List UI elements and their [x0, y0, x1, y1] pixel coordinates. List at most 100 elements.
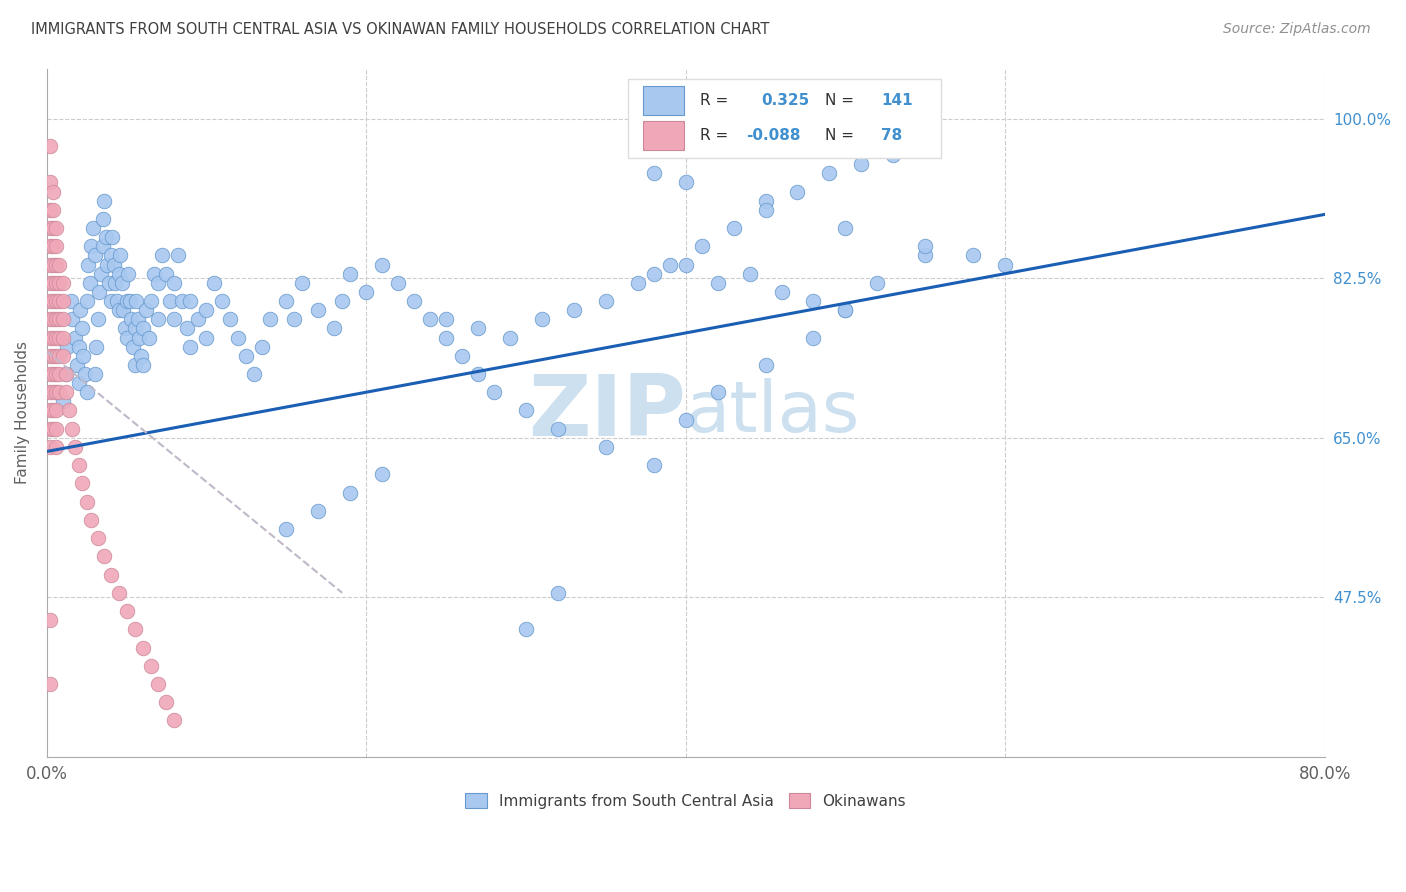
- Point: [48, 312, 70, 326]
- Point: [38, 293, 60, 308]
- Point: [547, 586, 569, 600]
- Point: [77, 258, 100, 272]
- Point: [38, 330, 60, 344]
- Text: N =: N =: [825, 94, 859, 108]
- Point: [914, 129, 936, 144]
- Point: [117, 267, 139, 281]
- Point: [56, 340, 79, 354]
- Point: [65, 440, 87, 454]
- Point: [45, 367, 67, 381]
- Point: [76, 494, 98, 508]
- Text: atlas: atlas: [686, 378, 860, 447]
- Point: [118, 293, 141, 308]
- Point: [690, 239, 713, 253]
- Point: [38, 349, 60, 363]
- Point: [55, 367, 77, 381]
- Point: [38, 403, 60, 417]
- Point: [202, 276, 225, 290]
- Point: [125, 293, 148, 308]
- Point: [38, 276, 60, 290]
- Point: [148, 677, 170, 691]
- Point: [42, 385, 65, 400]
- Point: [83, 367, 105, 381]
- Point: [42, 221, 65, 235]
- Point: [515, 403, 537, 417]
- Point: [93, 194, 115, 208]
- Point: [323, 321, 346, 335]
- Point: [38, 239, 60, 253]
- Point: [55, 367, 77, 381]
- Point: [60, 312, 83, 326]
- Point: [45, 276, 67, 290]
- Point: [42, 367, 65, 381]
- Point: [89, 285, 111, 299]
- Point: [48, 258, 70, 272]
- Point: [339, 267, 361, 281]
- Point: [219, 312, 242, 326]
- Point: [52, 394, 75, 409]
- Point: [786, 185, 808, 199]
- Point: [52, 312, 75, 326]
- Point: [371, 467, 394, 482]
- Text: R =: R =: [700, 128, 733, 143]
- Point: [42, 293, 65, 308]
- Point: [339, 485, 361, 500]
- Point: [404, 293, 426, 308]
- Point: [104, 276, 127, 290]
- Point: [754, 358, 776, 372]
- Text: 78: 78: [882, 128, 903, 143]
- Point: [547, 422, 569, 436]
- Point: [131, 321, 153, 335]
- Point: [643, 267, 665, 281]
- Point: [100, 248, 122, 262]
- Point: [48, 293, 70, 308]
- Point: [101, 230, 124, 244]
- Point: [45, 422, 67, 436]
- Point: [371, 258, 394, 272]
- Point: [115, 604, 138, 618]
- Point: [467, 367, 489, 381]
- Point: [45, 258, 67, 272]
- Point: [69, 303, 91, 318]
- Point: [115, 293, 138, 308]
- Point: [627, 276, 650, 290]
- Point: [834, 303, 856, 318]
- Point: [124, 321, 146, 335]
- Point: [419, 312, 441, 326]
- Point: [45, 330, 67, 344]
- Point: [45, 293, 67, 308]
- Point: [38, 202, 60, 217]
- Point: [90, 267, 112, 281]
- Point: [163, 714, 186, 728]
- Point: [467, 321, 489, 335]
- Point: [82, 221, 104, 235]
- Text: Source: ZipAtlas.com: Source: ZipAtlas.com: [1223, 22, 1371, 37]
- Point: [45, 312, 67, 326]
- Point: [42, 312, 65, 326]
- Point: [754, 194, 776, 208]
- Point: [38, 422, 60, 436]
- Point: [45, 221, 67, 235]
- Point: [38, 367, 60, 381]
- Point: [76, 293, 98, 308]
- Point: [155, 267, 177, 281]
- Point: [105, 293, 128, 308]
- Point: [834, 303, 856, 318]
- Text: R =: R =: [700, 94, 733, 108]
- Point: [738, 267, 761, 281]
- Point: [675, 258, 697, 272]
- Point: [42, 276, 65, 290]
- Point: [354, 285, 377, 299]
- Point: [52, 293, 75, 308]
- Point: [111, 276, 134, 290]
- Point: [98, 276, 121, 290]
- Point: [499, 330, 522, 344]
- Point: [58, 403, 80, 417]
- Point: [38, 440, 60, 454]
- Point: [595, 293, 617, 308]
- Point: [562, 303, 585, 318]
- Point: [163, 276, 186, 290]
- Point: [914, 239, 936, 253]
- Point: [70, 321, 93, 335]
- Point: [962, 248, 984, 262]
